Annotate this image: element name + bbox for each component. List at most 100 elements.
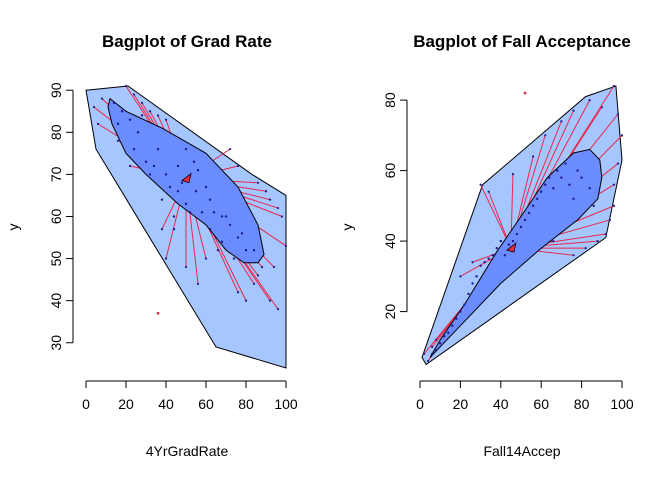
data-point [120, 110, 124, 113]
y-tick-label: 40 [48, 293, 64, 309]
data-point [511, 239, 515, 243]
data-point [507, 243, 511, 246]
data-point [164, 173, 168, 176]
whisker-point [552, 240, 555, 243]
data-point [548, 176, 551, 179]
data-point [568, 183, 571, 186]
data-point [172, 227, 176, 231]
whisker-point [164, 257, 168, 260]
whisker-point [276, 307, 280, 311]
whisker-point [608, 218, 611, 222]
y-tick-label: 50 [48, 251, 64, 267]
y-tick-label: 30 [48, 335, 64, 351]
whisker-point [572, 109, 575, 112]
data-point [459, 310, 462, 313]
y-tick-label: 20 [382, 304, 398, 320]
data-point [236, 236, 240, 239]
data-point [540, 190, 543, 193]
y-axis-label: y [5, 224, 21, 231]
whisker-point [511, 173, 515, 176]
data-point [443, 335, 446, 338]
data-point [552, 187, 555, 190]
data-point [483, 261, 486, 264]
whisker-point [132, 93, 136, 96]
whisker-point [156, 114, 160, 117]
data-point [475, 275, 478, 278]
whisker-point [544, 134, 547, 137]
whisker-point [256, 181, 260, 184]
data-point [220, 215, 224, 218]
data-point [208, 227, 212, 231]
whisker-point [268, 299, 272, 302]
bag-polygon [429, 148, 603, 358]
data-point [160, 198, 164, 201]
whisker-point [471, 261, 474, 264]
center-marker [506, 242, 517, 253]
whisker-point [596, 240, 599, 243]
whisker-point [92, 105, 96, 109]
data-point [531, 204, 535, 208]
data-point [451, 324, 454, 327]
data-point [447, 331, 450, 334]
whisker-point [479, 183, 482, 186]
panel-fall-acceptance: Bagplot of Fall Acceptance 0 20 40 60 80 100 Fa… [339, 32, 634, 459]
whisker-point [124, 84, 128, 88]
whisker-point [244, 299, 248, 302]
whisker-point [164, 118, 168, 121]
whisker-point [252, 282, 256, 285]
whisker-point [204, 257, 208, 260]
x-tick-label: 20 [118, 396, 134, 412]
whisker-point [100, 97, 104, 100]
whisker-point [584, 247, 587, 250]
data-point [499, 239, 502, 243]
data-point [196, 168, 200, 172]
whisker-point [422, 352, 426, 355]
whisker-point [96, 122, 100, 125]
data-point [527, 211, 531, 215]
data-point [188, 211, 192, 214]
data-point [479, 264, 482, 267]
data-point [430, 352, 434, 356]
data-point [168, 185, 172, 189]
data-point [184, 202, 188, 206]
data-point [204, 185, 208, 189]
data-point [515, 232, 519, 236]
whisker-point [276, 206, 280, 210]
whisker-point [260, 265, 264, 269]
x-tick-label: 100 [274, 396, 298, 412]
data-point [523, 218, 527, 222]
whisker-point [228, 148, 232, 151]
data-point [560, 176, 563, 179]
whisker-point [236, 291, 240, 294]
whisker-point [572, 254, 575, 257]
data-point [471, 282, 474, 285]
data-point [212, 211, 216, 214]
whisker-point [431, 345, 434, 348]
whisker-point [612, 183, 616, 186]
data-point [544, 183, 547, 186]
whisker-point [140, 101, 144, 104]
outlier-point [523, 91, 527, 95]
x-tick-label: 60 [533, 396, 549, 412]
data-point [495, 246, 498, 250]
data-point [519, 225, 523, 229]
whisker-point [264, 190, 268, 193]
data-point [128, 118, 132, 121]
whisker-point [532, 155, 535, 158]
data-point [434, 349, 438, 352]
data-point [172, 215, 176, 218]
data-point [116, 122, 120, 126]
data-point [455, 317, 458, 320]
data-point [184, 147, 188, 151]
data-point [232, 257, 236, 260]
data-point [503, 254, 507, 257]
y-tick-label: 60 [382, 163, 398, 179]
data-point [244, 248, 248, 252]
data-point [491, 254, 494, 257]
data-point [592, 204, 595, 208]
x-tick-label: 40 [493, 396, 509, 412]
whisker-point [560, 120, 563, 123]
y-tick-label: 80 [48, 124, 64, 140]
x-tick-label: 100 [610, 396, 634, 412]
whisker-point [268, 198, 272, 201]
